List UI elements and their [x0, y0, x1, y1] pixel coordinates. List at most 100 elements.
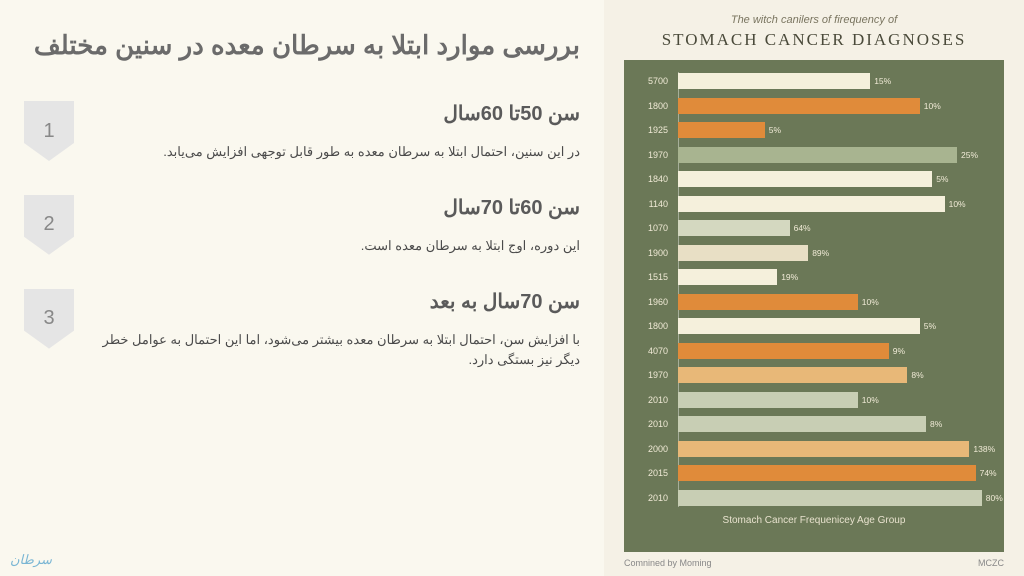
- bar-track: 10%: [678, 392, 988, 408]
- bars-container: 5700 15% 1800 10% 1925 5% 1970 25% 18405% 1140 10%…: [640, 72, 988, 507]
- footer-left: Comnined by Moming: [624, 558, 712, 568]
- chart-footer: Comnined by Moming MCZC: [624, 558, 1004, 568]
- bar: [678, 73, 870, 89]
- bar-track: 19%: [678, 269, 988, 285]
- bar: [678, 416, 926, 432]
- bar-row: 1900 89%: [640, 244, 988, 262]
- bar-pct: 80%: [986, 493, 1003, 503]
- bar-pct: 89%: [812, 248, 829, 258]
- chart-title: STOMACH CANCER DIAGNOSES: [624, 30, 1004, 50]
- bar: [678, 171, 932, 187]
- bar-track: 10%: [678, 196, 988, 212]
- bar-label: 1925: [640, 125, 674, 135]
- bar-pct: 138%: [973, 444, 995, 454]
- list-item: 2سن 60تا 70سالاین دوره، اوج ابتلا به سرط…: [24, 195, 580, 257]
- bar: [678, 294, 858, 310]
- bar-row: 1515 19%: [640, 268, 988, 286]
- bar-pct: 9%: [893, 346, 905, 356]
- bar-label: 2010: [640, 395, 674, 405]
- bar: [678, 343, 889, 359]
- bar: [678, 318, 920, 334]
- bar-label: 2015: [640, 468, 674, 478]
- bar-track: 8%: [678, 416, 988, 432]
- logo: سرطان: [10, 552, 52, 568]
- left-panel: بررسی موارد ابتلا به سرطان معده در سنین …: [0, 0, 604, 576]
- bar-label: 2000: [640, 444, 674, 454]
- bar: [678, 490, 982, 506]
- bar-row: 2000 138%: [640, 440, 988, 458]
- bar-label: 1800: [640, 101, 674, 111]
- bar: [678, 441, 969, 457]
- bar: [678, 465, 976, 481]
- bar-pct: 74%: [980, 468, 997, 478]
- bar-pct: 19%: [781, 272, 798, 282]
- bar-label: 4070: [640, 346, 674, 356]
- bar-track: 64%: [678, 220, 988, 236]
- bar-row: 1070 64%: [640, 219, 988, 237]
- bar-track: 9%: [678, 343, 988, 359]
- bar-pct: 15%: [874, 76, 891, 86]
- bar-track: 80%: [678, 490, 988, 506]
- footer-right: MCZC: [978, 558, 1004, 568]
- bar-label: 5700: [640, 76, 674, 86]
- bar-track: 74%: [678, 465, 988, 481]
- bar: [678, 269, 777, 285]
- bar-label: 1515: [640, 272, 674, 282]
- item-title: سن 70سال به بعد: [94, 289, 580, 314]
- bar-row: 1800 10%: [640, 97, 988, 115]
- bar: [678, 122, 765, 138]
- chart-caption: Stomach Cancer Frequenicey Age Group: [640, 515, 988, 526]
- bar-track: 5%: [678, 122, 988, 138]
- bar-track: 8%: [678, 367, 988, 383]
- bar-row: 5700 15%: [640, 72, 988, 90]
- bar-label: 1970: [640, 370, 674, 380]
- bar: [678, 196, 945, 212]
- bar-pct: 10%: [862, 297, 879, 307]
- bar-track: 10%: [678, 294, 988, 310]
- bar-track: 10%: [678, 98, 988, 114]
- list-item: 1سن 50تا 60سالدر این سنین، احتمال ابتلا …: [24, 101, 580, 163]
- bar: [678, 392, 858, 408]
- bar: [678, 147, 957, 163]
- bar-track: 25%: [678, 147, 988, 163]
- bar-row: 1970 8%: [640, 366, 988, 384]
- bar-pct: 10%: [924, 101, 941, 111]
- bar-row: 1970 25%: [640, 146, 988, 164]
- number-chevron: 1: [24, 101, 74, 161]
- bar: [678, 98, 920, 114]
- bar-track: 138%: [678, 441, 988, 457]
- item-title: سن 50تا 60سال: [94, 101, 580, 126]
- bar-pct: 8%: [930, 419, 942, 429]
- bar-pct: 25%: [961, 150, 978, 160]
- bar-row: 2015 74%: [640, 464, 988, 482]
- chart-subtitle: The witch canilers of firequency of: [624, 14, 1004, 26]
- bar-label: 1140: [640, 199, 674, 209]
- bar-pct: 10%: [862, 395, 879, 405]
- bar-pct: 5%: [924, 321, 936, 331]
- item-desc: این دوره، اوج ابتلا به سرطان معده است.: [94, 236, 580, 257]
- item-desc: با افزایش سن، احتمال ابتلا به سرطان معده…: [94, 330, 580, 372]
- bar-track: 5%: [678, 171, 988, 187]
- bar-label: 2010: [640, 493, 674, 503]
- number-chevron: 2: [24, 195, 74, 255]
- bar-pct: 8%: [911, 370, 923, 380]
- bar-label: 1900: [640, 248, 674, 258]
- chart-header: The witch canilers of firequency of STOM…: [624, 14, 1004, 50]
- bar-track: 89%: [678, 245, 988, 261]
- bar: [678, 245, 808, 261]
- bar-row: 1140 10%: [640, 195, 988, 213]
- bar-pct: 5%: [769, 125, 781, 135]
- main-title: بررسی موارد ابتلا به سرطان معده در سنین …: [24, 30, 580, 61]
- bar-label: 1960: [640, 297, 674, 307]
- bar-row: 2010 10%: [640, 391, 988, 409]
- bar-row: 18405%: [640, 170, 988, 188]
- bar-label: 1070: [640, 223, 674, 233]
- bar-row: 2010 80%: [640, 489, 988, 507]
- bar: [678, 367, 907, 383]
- bar-row: 4070 9%: [640, 342, 988, 360]
- bar-row: 20108%: [640, 415, 988, 433]
- bar-row: 1800 5%: [640, 317, 988, 335]
- bar-label: 1800: [640, 321, 674, 331]
- bar-label: 1970: [640, 150, 674, 160]
- number-chevron: 3: [24, 289, 74, 349]
